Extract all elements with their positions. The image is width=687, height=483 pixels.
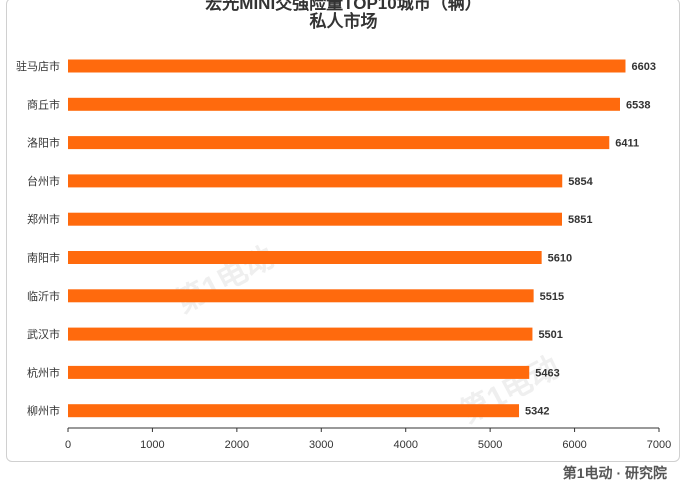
data-label: 6411 bbox=[615, 138, 639, 150]
bar bbox=[68, 365, 530, 379]
data-label: 5342 bbox=[525, 406, 549, 418]
category-label: 商丘市 bbox=[27, 97, 60, 111]
category-label: 台州市 bbox=[27, 174, 60, 188]
bar bbox=[68, 289, 534, 303]
x-tick-label: 1000 bbox=[140, 439, 164, 451]
x-tick-label: 7000 bbox=[647, 439, 671, 451]
category-label: 南阳市 bbox=[27, 251, 60, 265]
bar bbox=[68, 59, 626, 73]
category-label: 柳州市 bbox=[27, 404, 60, 418]
x-tick-label: 2000 bbox=[225, 439, 249, 451]
bar bbox=[68, 174, 563, 188]
x-tick-label: 0 bbox=[65, 439, 71, 451]
bar bbox=[68, 136, 610, 150]
data-label: 5515 bbox=[540, 291, 564, 303]
category-label: 郑州市 bbox=[27, 212, 60, 226]
category-label: 临沂市 bbox=[27, 289, 60, 303]
data-label: 6538 bbox=[626, 99, 650, 111]
x-tick-label: 6000 bbox=[562, 439, 586, 451]
x-tick-label: 3000 bbox=[309, 439, 333, 451]
category-label: 洛阳市 bbox=[27, 136, 60, 150]
x-tick-label: 5000 bbox=[478, 439, 502, 451]
bar bbox=[68, 404, 520, 418]
category-label: 武汉市 bbox=[27, 327, 60, 341]
data-label: 5610 bbox=[548, 253, 572, 265]
bar bbox=[68, 97, 620, 111]
chart-frame bbox=[6, 0, 680, 462]
data-label: 6603 bbox=[631, 61, 655, 73]
data-label: 5501 bbox=[538, 329, 562, 341]
category-label: 杭州市 bbox=[27, 365, 60, 379]
bar bbox=[68, 251, 542, 264]
data-label: 5854 bbox=[568, 176, 593, 188]
x-tick-label: 4000 bbox=[393, 439, 417, 451]
bar bbox=[68, 212, 562, 226]
chart-title: 宏光MINI交强险量TOP10城市（辆） bbox=[205, 0, 482, 13]
category-label: 驻马店市 bbox=[16, 59, 60, 73]
bar bbox=[68, 327, 533, 341]
data-label: 5463 bbox=[535, 367, 559, 379]
data-label: 5851 bbox=[568, 214, 592, 226]
chart-subtitle: 私人市场 bbox=[309, 12, 378, 31]
